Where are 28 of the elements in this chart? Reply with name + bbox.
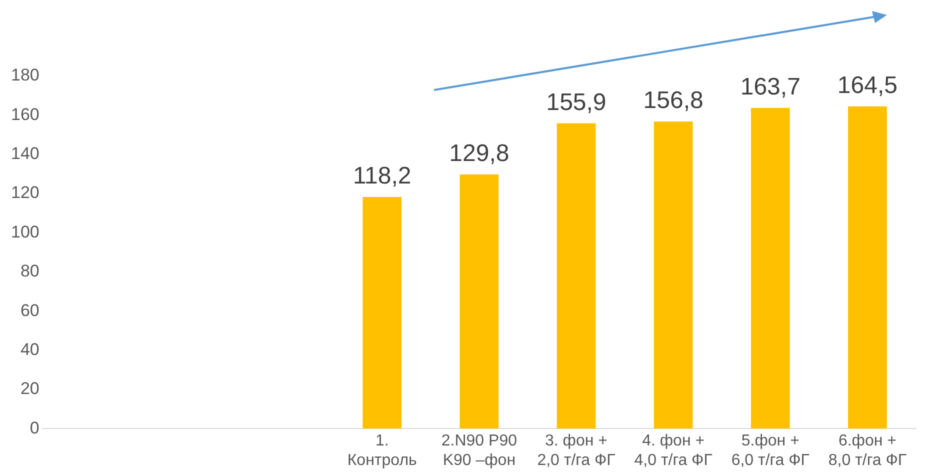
data-label: 163,7 (740, 74, 800, 101)
y-tick-label: 80 (20, 262, 40, 281)
y-tick-label: 100 (10, 222, 40, 242)
data-label: 156,8 (643, 87, 704, 114)
x-tick-label: 1. Контроль (347, 432, 417, 469)
bar (654, 121, 693, 429)
y-tick-label: 60 (20, 300, 40, 320)
y-tick-label: 180 (10, 66, 40, 85)
y-tick-label: 40 (20, 340, 40, 359)
data-label: 118,2 (352, 162, 412, 190)
x-tick-label: 3. фон + 2,0 т/га ФГ (537, 432, 616, 469)
y-tick-label: 160 (10, 104, 40, 124)
x-tick-label: 6.фон + 8,0 т/га ФГ (828, 432, 907, 469)
y-tick-label: 140 (10, 144, 40, 164)
bar (848, 106, 887, 429)
bar (750, 108, 790, 429)
data-label: 164,5 (837, 72, 898, 99)
x-tick-label: 4. фон + 4,0 т/га ФГ (634, 432, 713, 469)
data-label: 155,9 (546, 88, 606, 116)
x-tick-label: 5.фон + 6,0 т/га ФГ (731, 432, 810, 469)
bar (362, 197, 402, 429)
bar (460, 174, 499, 429)
y-tick-label: 0 (30, 418, 40, 438)
y-tick-label: 20 (20, 379, 40, 398)
y-tick-label: 120 (10, 183, 40, 202)
data-label: 129,8 (449, 140, 510, 167)
x-tick-label: 2.N90 P90 K90 –фон (441, 432, 518, 469)
bar (556, 123, 596, 429)
